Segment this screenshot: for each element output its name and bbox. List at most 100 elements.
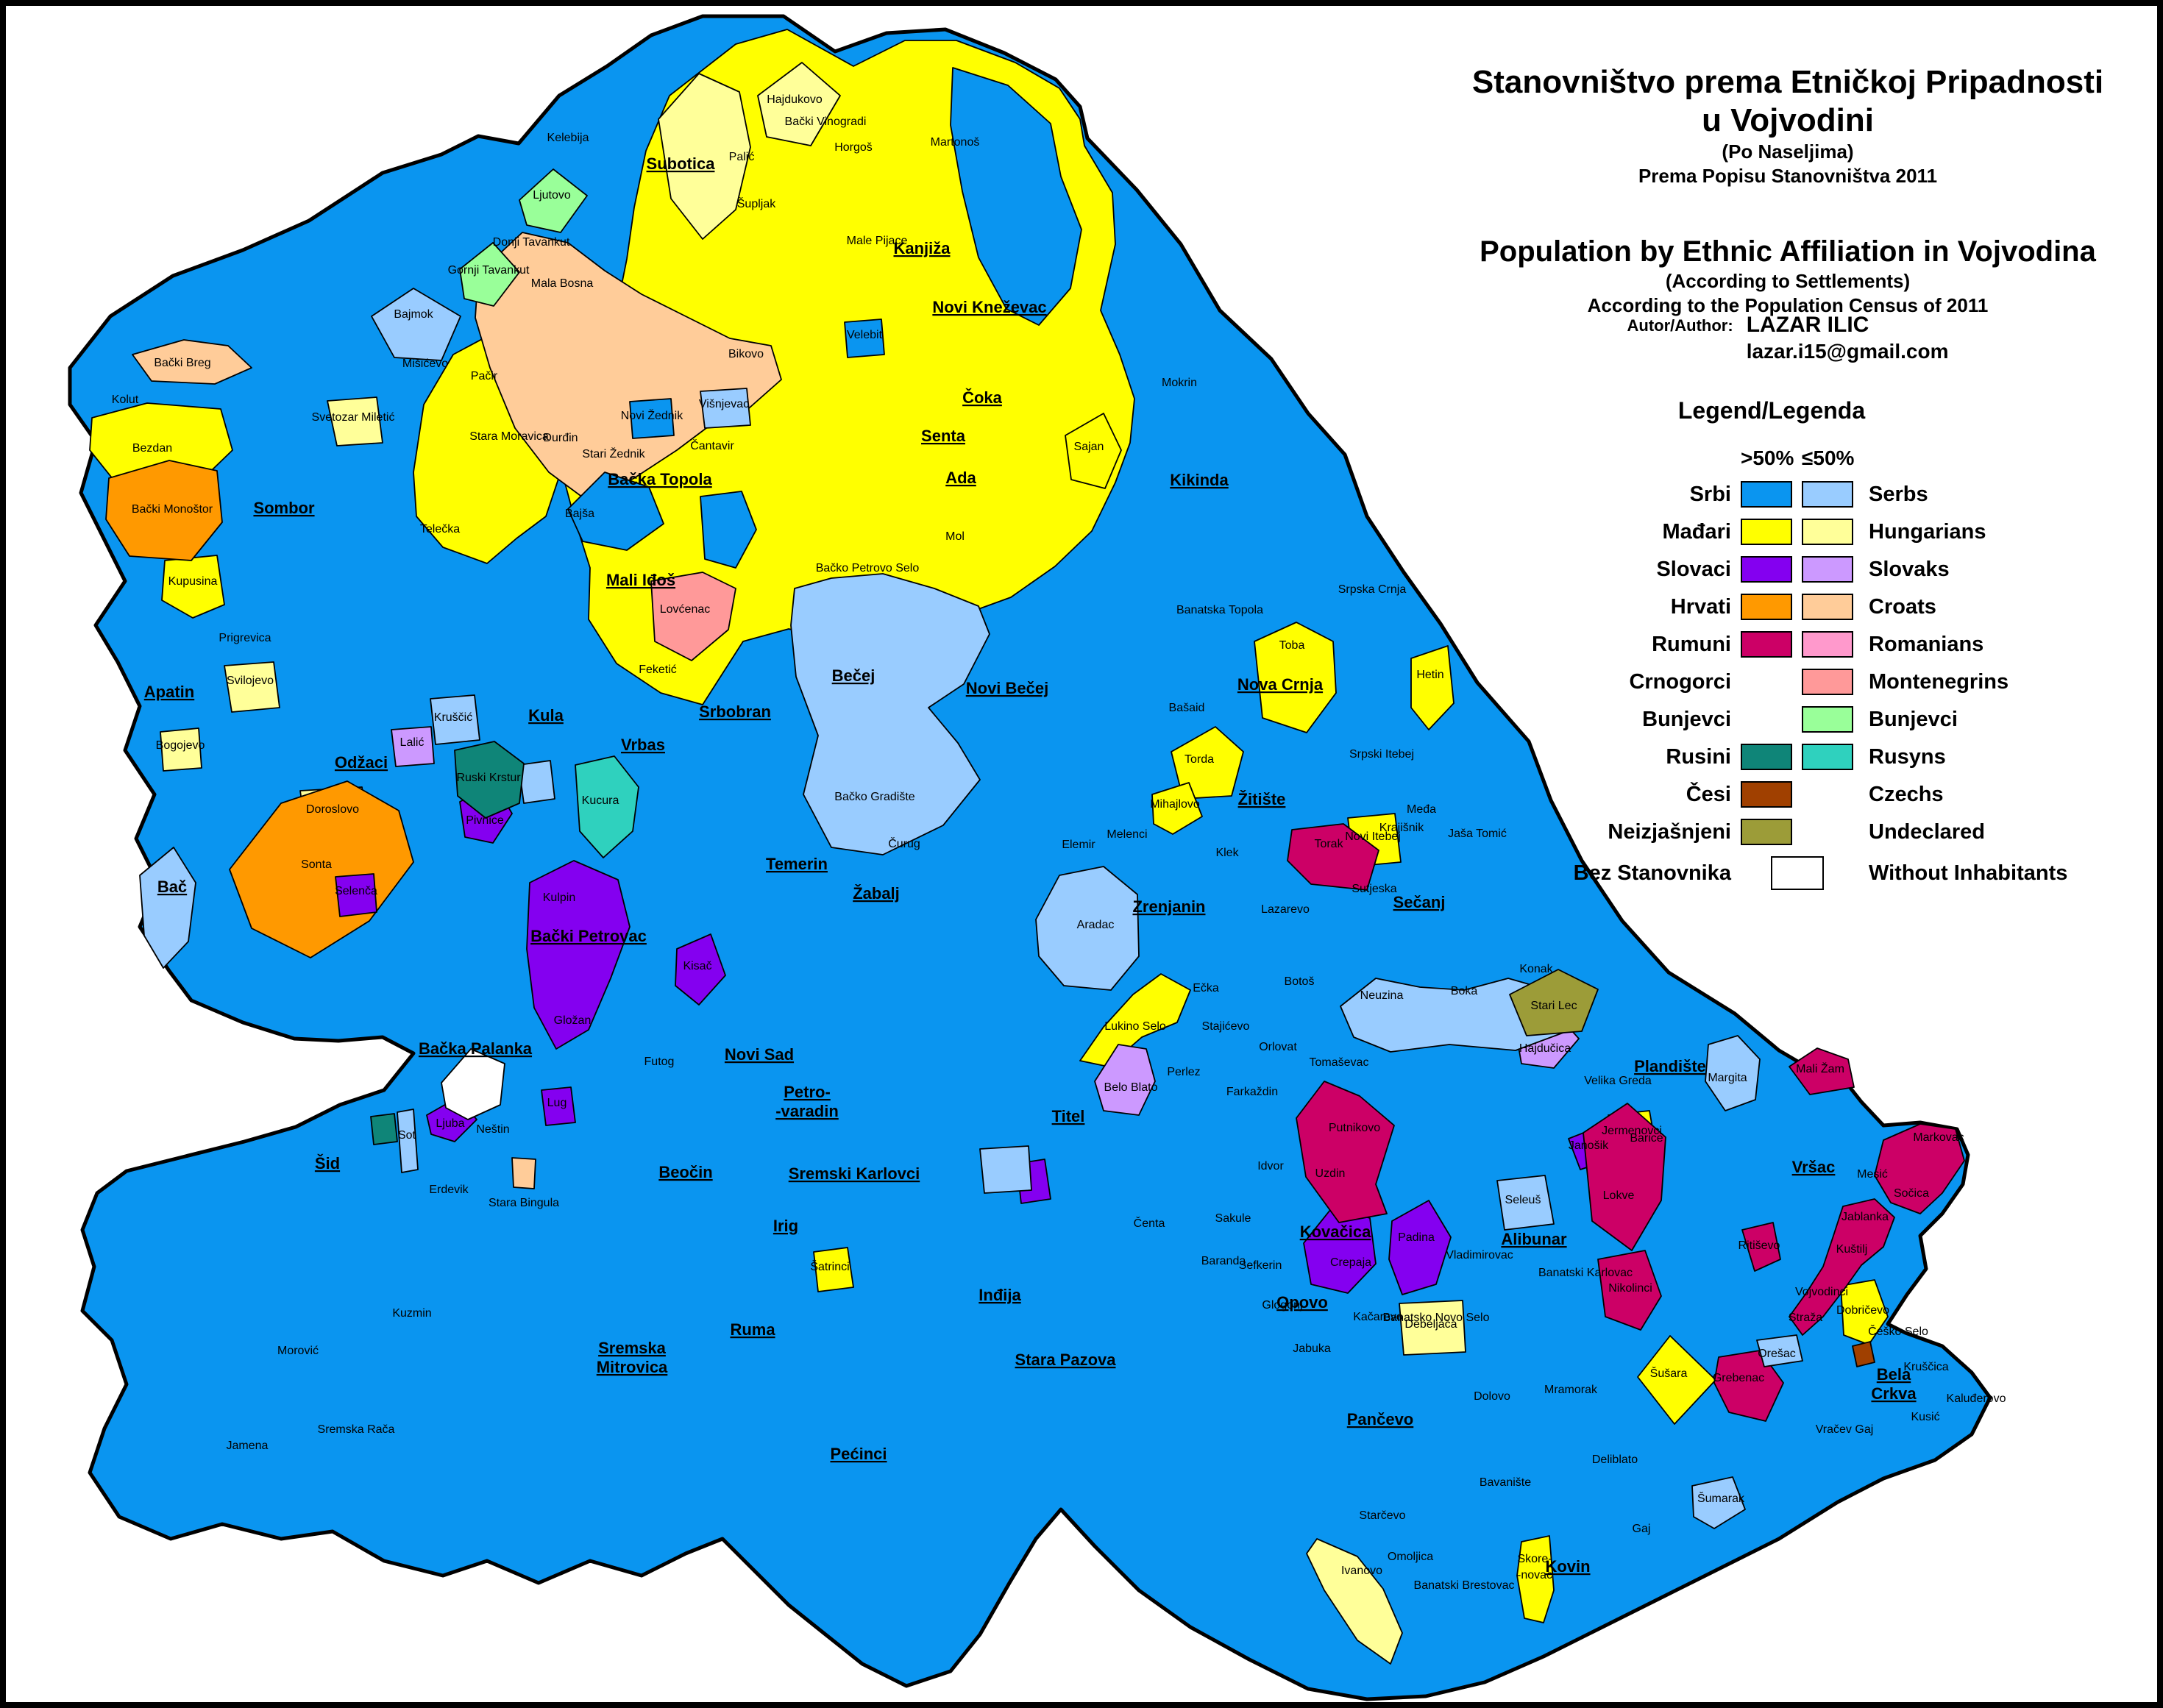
municipality-label-irig: Irig: [773, 1217, 798, 1235]
region-backi-sokolac: [567, 472, 664, 551]
region-bajmok-misicevo: [371, 288, 461, 361]
settlement-label-kisa-: Kisač: [683, 960, 711, 972]
settlement-label-ku-tilj: Kuštilj: [1836, 1243, 1868, 1256]
region-selenca: [335, 873, 377, 917]
municipality-label-ba-ka-topola: Bačka Topola: [608, 470, 712, 488]
settlement-label-crepaja: Crepaja: [1330, 1256, 1371, 1269]
settlement-label-feketi-: Feketić: [639, 663, 677, 676]
settlement-label-bogojevo: Bogojevo: [156, 739, 205, 752]
legend-title: Legend/Legenda: [1677, 397, 1866, 424]
settlement-label-velebit: Velebit: [847, 329, 883, 341]
settlement-label-glogonj: Glogonj: [1262, 1299, 1302, 1312]
settlement-label-bezdan: Bezdan: [132, 442, 172, 455]
region-novi-knezevac-tisa-strip: [950, 67, 1082, 326]
municipality-label-pan-evo: Pančevo: [1347, 1410, 1414, 1428]
municipality-label-mali-i-o-: Mali Iđoš: [606, 571, 675, 589]
region-sot: [397, 1109, 419, 1173]
settlement-label--atrinci: Šatrinci: [810, 1259, 849, 1273]
settlement-label-sefkerin: Sefkerin: [1239, 1259, 1282, 1272]
region-savino-selo: [518, 760, 555, 804]
region-margita: [1705, 1035, 1761, 1111]
settlement-label-toba: Toba: [1279, 639, 1305, 652]
settlement-label-lov-enac: Lovćenac: [660, 603, 711, 616]
author-block: Autor/Author: LAZAR ILIC lazar.i15@gmail…: [1464, 312, 2112, 365]
region-njegosevo-bogaras: [700, 491, 757, 569]
settlement-label-grebenac: Grebenac: [1713, 1372, 1764, 1384]
region-lovcenac: [650, 572, 736, 661]
legend-swatch-major-romanians: [1741, 631, 1792, 658]
region-velebit: [844, 319, 885, 358]
settlement-label-boka: Boka: [1451, 985, 1478, 997]
settlement-label--e-ko-selo: Češko Selo: [1868, 1324, 1928, 1338]
municipality-label-kanji-a: Kanjiža: [893, 239, 951, 257]
municipality-label--abalj: Žabalj: [853, 884, 900, 903]
region-sumarak: [1691, 1476, 1746, 1529]
settlement-label-tele-ka: Telečka: [420, 523, 460, 535]
settlement-label-so-ica: Sočica: [1894, 1187, 1929, 1200]
legend-swatch-minor-croats: [1802, 594, 1853, 620]
settlement-label-klek: Klek: [1215, 847, 1239, 859]
region-hajdukovo-vinogradi: [757, 62, 841, 146]
municipality-label-bela: Bela: [1877, 1365, 1911, 1384]
region-padina: [1388, 1200, 1452, 1295]
settlement-label-lug: Lug: [547, 1097, 567, 1109]
settlement-label-srpska-crnja: Srpska Crnja: [1338, 583, 1407, 596]
region-aradac: [1035, 866, 1140, 991]
region-maradik: [979, 1145, 1032, 1194]
municipality-label-mitrovica: Mitrovica: [597, 1358, 668, 1376]
municipality-label-kovin: Kovin: [1545, 1557, 1590, 1576]
region-novi-zednik: [629, 398, 675, 439]
legend-label-sr-slovaks: Slovaci: [1656, 557, 1731, 581]
region-bikic-do: [370, 1113, 398, 1145]
legend-label-sr-without-inhabitants: Bez Stanovnika: [1573, 861, 1731, 885]
municipality-label-beo-in: Beočin: [658, 1163, 712, 1181]
settlement-label-kraji-nik: Krajišnik: [1379, 822, 1424, 834]
legend-swatch-minor-serbs: [1802, 481, 1853, 508]
region-satrinci: [813, 1247, 854, 1292]
settlement-label-lali-: Lalić: [400, 736, 425, 749]
municipality-label--varadin: -varadin: [775, 1102, 839, 1120]
settlement-label-pali-: Palić: [729, 151, 755, 163]
settlement-label-futog: Futog: [644, 1056, 675, 1068]
legend: Legend/Legenda >50% ≤50% Srbi Serbs Mađari…: [1566, 397, 2073, 890]
legend-swatch-minor-montenegrins: [1802, 669, 1853, 695]
settlement-label-pa-ir: Pačir: [471, 370, 498, 382]
settlement-label-morovi-: Morović: [277, 1345, 319, 1357]
settlement-label-martono-: Martonoš: [931, 136, 980, 149]
municipality-label-ruma: Ruma: [730, 1320, 775, 1339]
settlement-label-vra-ev-gaj: Vračev Gaj: [1816, 1423, 1874, 1436]
region-becej-gradiste: [790, 573, 990, 855]
settlement-label-banatsko-novo-selo: Banatsko Novo Selo: [1383, 1312, 1490, 1324]
settlement-label-melenci: Melenci: [1107, 828, 1147, 841]
legend-swatch-major-montenegrins: [1741, 669, 1792, 695]
settlement-label-bavani-te: Bavanište: [1480, 1476, 1531, 1489]
settlement-label-me-a: Međa: [1407, 803, 1436, 816]
legend-label-sr-bunjevci: Bunjevci: [1642, 707, 1731, 731]
settlement-label-horgo-: Horgoš: [834, 141, 873, 154]
legend-label-sr-undeclared: Neizjašnjeni: [1608, 819, 1731, 844]
settlement-label-sutjeska: Sutjeska: [1352, 883, 1396, 895]
settlement-label-gornji-tavankut: Gornji Tavankut: [448, 264, 530, 277]
municipality-label-ba-ki-petrovac: Bački Petrovac: [530, 927, 647, 945]
legend-label-en-rusyns: Rusyns: [1869, 744, 1946, 769]
settlement-label-doroslovo: Doroslovo: [306, 803, 359, 816]
settlement-label-markovac: Markovac: [1913, 1131, 1964, 1144]
legend-swatch-major-serbs: [1741, 481, 1792, 508]
settlement-label-vladimirovac: Vladimirovac: [1446, 1249, 1513, 1262]
settlement-label-torda: Torda: [1184, 753, 1214, 766]
region-markovac-mesic-socica: [1874, 1123, 1965, 1214]
settlement-label-hajdu-ica: Hajdučica: [1519, 1042, 1571, 1055]
settlement-label-torak: Torak: [1314, 838, 1343, 850]
settlement-label-konak: Konak: [1519, 963, 1553, 975]
municipality-label--oka: Čoka: [962, 388, 1003, 407]
region-ivanovo: [1306, 1538, 1403, 1665]
settlement-label-jano-ik: Janošik: [1569, 1139, 1609, 1152]
settlement-label--novac: -novac: [1517, 1569, 1552, 1581]
settlement-label-svilojevo: Svilojevo: [227, 675, 274, 687]
settlement-label-ba-ko-petrovo-selo: Bačko Petrovo Selo: [816, 562, 920, 574]
settlement-label-novi-ednik: Novi Žednik: [621, 408, 683, 422]
legend-label-en-montenegrins: Montenegrins: [1869, 669, 2009, 694]
settlement-label-gaj: Gaj: [1633, 1523, 1651, 1535]
region-kruscic: [430, 694, 480, 745]
settlement-label-bikovo: Bikovo: [728, 348, 764, 360]
